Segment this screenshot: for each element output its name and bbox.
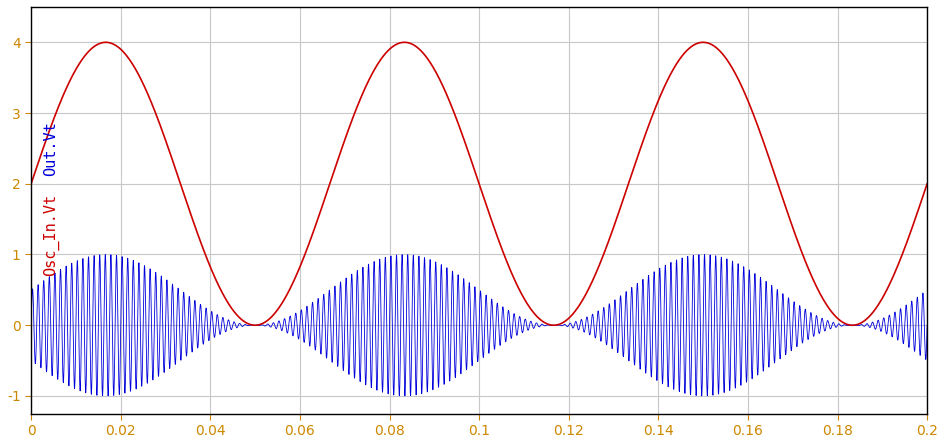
Osc_In.Vt (75, 60, 86, 65)
Out.Vt (75, 386, 86, 391)
Osc_In.Vt (100, 40, 111, 45)
Out.Vt (436, 275, 447, 281)
Out.Vt (291, 315, 302, 320)
Out.Vt (488, 344, 499, 350)
Osc_In.Vt (436, 81, 447, 87)
Text: Osc_In.Vt: Osc_In.Vt (42, 194, 59, 276)
Osc_In.Vt (249, 323, 261, 328)
Out.Vt (398, 393, 410, 399)
Osc_In.Vt (291, 272, 302, 277)
Line: Osc_In.Vt: Osc_In.Vt (31, 42, 926, 325)
Out.Vt (25, 323, 37, 328)
Out.Vt (698, 260, 709, 266)
Out.Vt (595, 338, 606, 343)
Osc_In.Vt (488, 225, 499, 231)
Osc_In.Vt (920, 181, 932, 186)
Out.Vt (99, 252, 110, 257)
Line: Out.Vt: Out.Vt (31, 255, 926, 396)
Osc_In.Vt (698, 40, 709, 45)
Out.Vt (920, 323, 932, 328)
Osc_In.Vt (25, 181, 37, 186)
Text: Out.Vt: Out.Vt (43, 121, 59, 176)
Osc_In.Vt (595, 258, 606, 263)
